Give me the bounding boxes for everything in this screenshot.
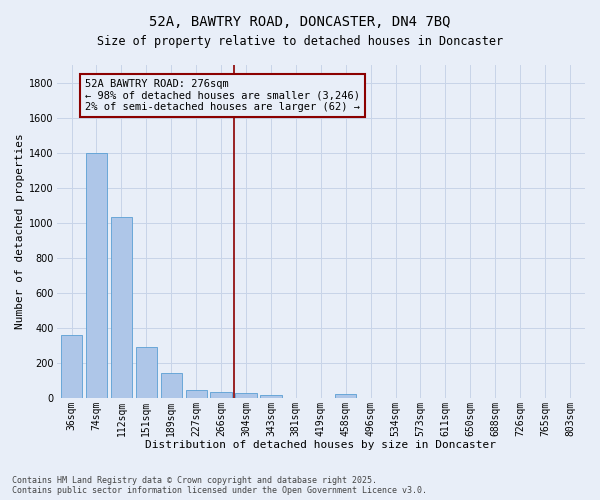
Bar	[161, 374, 182, 398]
Text: 52A, BAWTRY ROAD, DONCASTER, DN4 7BQ: 52A, BAWTRY ROAD, DONCASTER, DN4 7BQ	[149, 15, 451, 29]
Bar	[111, 218, 132, 398]
Text: Contains HM Land Registry data © Crown copyright and database right 2025.
Contai: Contains HM Land Registry data © Crown c…	[12, 476, 427, 495]
Bar	[61, 334, 82, 398]
Bar	[136, 347, 157, 398]
Text: 52A BAWTRY ROAD: 276sqm
← 98% of detached houses are smaller (3,246)
2% of semi-: 52A BAWTRY ROAD: 276sqm ← 98% of detache…	[85, 79, 360, 112]
Bar	[260, 394, 281, 398]
Text: Size of property relative to detached houses in Doncaster: Size of property relative to detached ho…	[97, 35, 503, 48]
Bar	[211, 392, 232, 398]
Bar	[235, 394, 257, 398]
X-axis label: Distribution of detached houses by size in Doncaster: Distribution of detached houses by size …	[145, 440, 496, 450]
Bar	[185, 390, 207, 398]
Y-axis label: Number of detached properties: Number of detached properties	[15, 134, 25, 330]
Bar	[86, 152, 107, 398]
Bar	[335, 394, 356, 398]
